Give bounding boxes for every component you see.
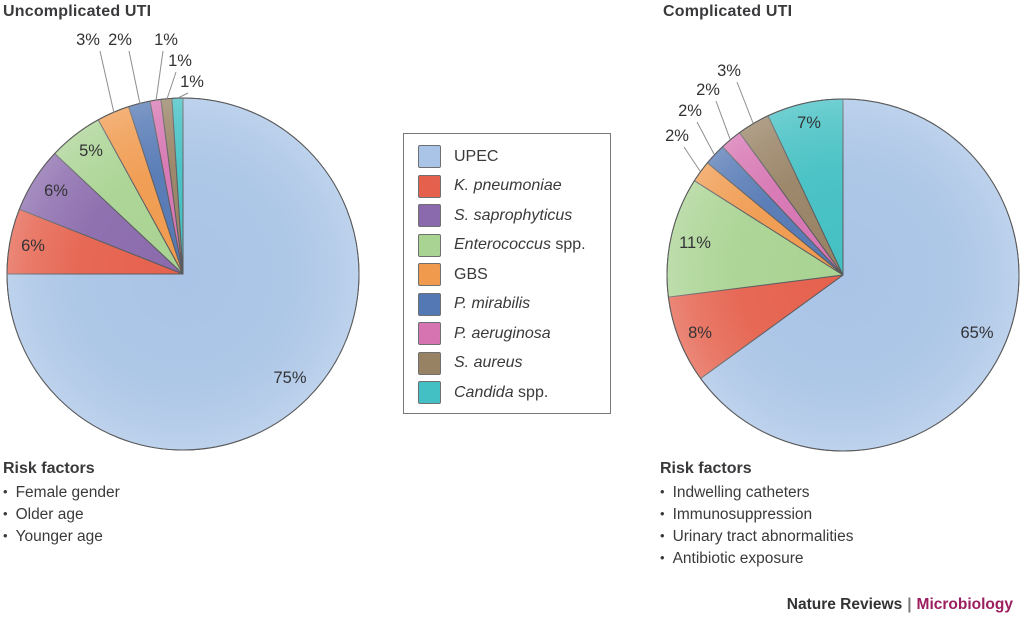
legend-box: UPEC K. pneumoniae S. saprophyticus Enteroc… bbox=[403, 133, 611, 414]
slice-value-label-s-saprophyticus: 6% bbox=[44, 182, 68, 200]
legend-label: S. saprophyticus bbox=[454, 206, 573, 224]
risk-factor-item: Older age bbox=[3, 504, 333, 526]
slice-value-label-candida-spp: 7% bbox=[797, 114, 821, 132]
slice-value-label-gbs: 3% bbox=[76, 31, 100, 49]
risk-factor-item: Female gender bbox=[3, 482, 333, 504]
uncomplicated-uti-pie: 75% 6% 6% 5% 3% 2% 1% 1% 1% bbox=[6, 31, 360, 451]
risk-factors-list: Indwelling cathetersImmunosuppressionUri… bbox=[660, 482, 990, 570]
callout-line-gbs bbox=[99, 50, 115, 114]
legend-label: GBS bbox=[454, 265, 488, 283]
legend-swatch-k-pneumoniae bbox=[418, 174, 441, 198]
slice-value-label-upec: 65% bbox=[960, 324, 993, 342]
journal-footer: Nature Reviews | Microbiology bbox=[787, 596, 1013, 614]
risk-factor-item: Urinary tract abnormalities bbox=[660, 526, 990, 548]
slice-value-label-p-mirabilis: 2% bbox=[678, 102, 702, 120]
complicated-uti-title: Complicated UTI bbox=[663, 3, 793, 20]
slice-value-label-p-aeruginosa: 2% bbox=[696, 81, 720, 99]
slice-value-label-p-aeruginosa: 1% bbox=[154, 31, 178, 49]
slice-value-label-s-aureus: 1% bbox=[168, 52, 192, 70]
legend-swatch-upec bbox=[418, 145, 441, 168]
slice-value-label-upec: 75% bbox=[273, 369, 306, 387]
risk-factors-heading: Risk factors bbox=[660, 460, 752, 477]
legend-label: P. aeruginosa bbox=[454, 324, 551, 342]
slice-value-label-gbs: 2% bbox=[665, 127, 689, 145]
risk-factor-item: Indwelling catheters bbox=[660, 482, 990, 504]
risk-factor-item: Antibiotic exposure bbox=[660, 548, 990, 570]
legend-item-gbs: GBS bbox=[418, 263, 604, 286]
legend-swatch-p-aeruginosa bbox=[418, 322, 441, 345]
risk-factors-heading: Risk factors bbox=[3, 460, 95, 477]
legend-item-p-mirabilis: P. mirabilis bbox=[418, 292, 604, 316]
callout-line-p-mirabilis bbox=[696, 121, 715, 155]
legend-swatch-enterococcus-spp bbox=[418, 233, 441, 257]
slice-value-label-k-pneumoniae: 8% bbox=[688, 324, 712, 342]
legend-item-k-pneumoniae: K. pneumoniae bbox=[418, 174, 604, 198]
legend-swatch-s-aureus bbox=[418, 351, 441, 375]
legend-item-s-aureus: S. aureus bbox=[418, 351, 604, 375]
legend-label: Candida spp. bbox=[454, 383, 549, 401]
legend-swatch-p-mirabilis bbox=[418, 292, 441, 316]
complicated-uti-pie: 65%8%11%2%2%2%3%7% bbox=[665, 62, 1020, 452]
slice-value-label-s-aureus: 3% bbox=[717, 62, 741, 80]
pie-outline bbox=[666, 98, 1020, 452]
risk-factor-item: Immunosuppression bbox=[660, 504, 990, 526]
slice-value-label-enterococcus-spp: 11% bbox=[679, 234, 711, 252]
slice-value-label-p-mirabilis: 2% bbox=[108, 31, 132, 49]
slice-value-label-enterococcus-spp: 5% bbox=[79, 142, 103, 160]
slice-value-label-k-pneumoniae: 6% bbox=[21, 237, 45, 255]
footer-separator: | bbox=[907, 596, 912, 613]
legend-label: P. mirabilis bbox=[454, 295, 531, 312]
callout-line-s-aureus bbox=[166, 71, 177, 100]
pie-sheen-overlay bbox=[7, 98, 359, 450]
pie-sheen-overlay bbox=[667, 99, 1019, 451]
legend-label: S. aureus bbox=[454, 354, 523, 371]
footer-journal-name: Microbiology bbox=[916, 596, 1013, 613]
callout-line-p-aeruginosa bbox=[155, 50, 164, 102]
legend-item-candida-spp: Candida spp. bbox=[418, 381, 604, 404]
callout-line-p-aeruginosa bbox=[715, 100, 731, 140]
risk-factor-item: Younger age bbox=[3, 526, 333, 548]
callout-line-p-mirabilis bbox=[128, 50, 141, 105]
legend-item-enterococcus-spp: Enterococcus spp. bbox=[418, 233, 604, 257]
callout-line-gbs bbox=[683, 146, 701, 172]
legend-swatch-candida-spp bbox=[418, 381, 441, 404]
legend-label: K. pneumoniae bbox=[454, 177, 562, 194]
legend-item-s-saprophyticus: S. saprophyticus bbox=[418, 204, 604, 227]
pie-outline bbox=[6, 97, 360, 451]
legend-item-upec: UPEC bbox=[418, 145, 604, 168]
callout-line-candida-spp bbox=[177, 92, 189, 99]
slice-value-label-candida-spp: 1% bbox=[180, 73, 204, 91]
legend-swatch-gbs bbox=[418, 263, 441, 286]
risk-factors-list: Female genderOlder ageYounger age bbox=[3, 482, 333, 548]
uncomplicated-uti-title: Uncomplicated UTI bbox=[3, 3, 152, 20]
legend-label: UPEC bbox=[454, 147, 499, 165]
uncomplicated-risk-factors: Risk factors Female genderOlder ageYoung… bbox=[3, 460, 333, 548]
complicated-risk-factors: Risk factors Indwelling cathetersImmunos… bbox=[660, 460, 990, 570]
legend-label: Enterococcus spp. bbox=[454, 236, 586, 253]
legend-item-p-aeruginosa: P. aeruginosa bbox=[418, 322, 604, 345]
legend-swatch-s-saprophyticus bbox=[418, 204, 441, 227]
footer-brand: Nature Reviews bbox=[786, 596, 903, 613]
callout-line-s-aureus bbox=[736, 81, 754, 124]
